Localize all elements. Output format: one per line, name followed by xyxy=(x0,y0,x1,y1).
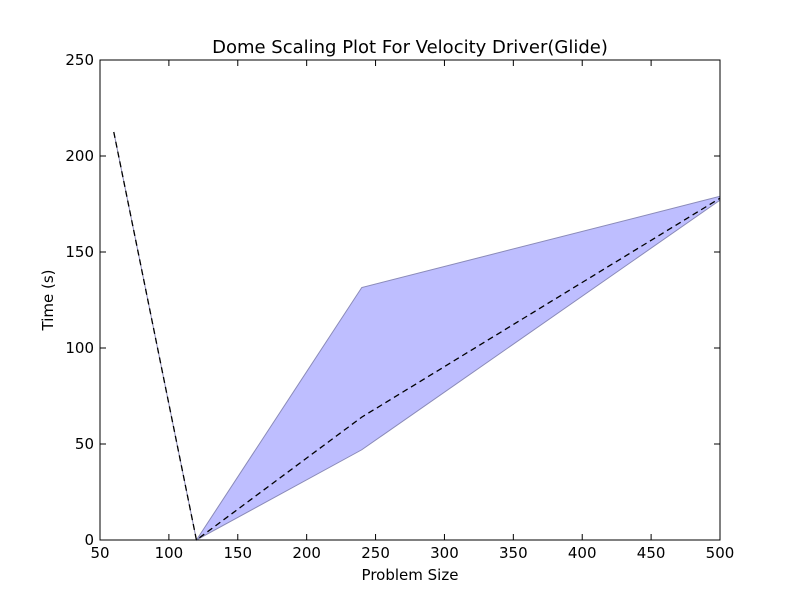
series-layer xyxy=(113,131,721,542)
x-tick-label: 450 xyxy=(637,544,666,562)
x-axis-label: Problem Size xyxy=(362,566,459,584)
x-tick-label: 300 xyxy=(430,544,459,562)
x-tick-label: 150 xyxy=(223,544,252,562)
x-tick-label: 50 xyxy=(90,544,109,562)
chart-title: Dome Scaling Plot For Velocity Driver(Gl… xyxy=(212,37,608,58)
plot-area-frame xyxy=(99,59,721,541)
x-tick-label: 500 xyxy=(706,544,735,562)
x-tick-label: 400 xyxy=(568,544,597,562)
band-layer xyxy=(113,131,721,542)
x-tick-label: 250 xyxy=(361,544,390,562)
y-tick-label: 50 xyxy=(75,435,94,453)
y-axis: 0 50 100 150 200 250 xyxy=(65,51,720,549)
spread-band xyxy=(113,131,721,542)
x-tick-label: 350 xyxy=(499,544,528,562)
y-tick-label: 100 xyxy=(65,339,94,357)
y-tick-label: 0 xyxy=(84,531,94,549)
x-axis: 50 100 150 200 250 300 350 400 450 500 xyxy=(90,60,734,562)
y-tick-label: 150 xyxy=(65,243,94,261)
y-tick-label: 250 xyxy=(65,51,94,69)
series-line-0 xyxy=(113,131,721,542)
x-tick-label: 200 xyxy=(292,544,321,562)
x-tick-label: 100 xyxy=(155,544,184,562)
y-tick-label: 200 xyxy=(65,147,94,165)
y-axis-label: Time (s) xyxy=(39,270,57,332)
